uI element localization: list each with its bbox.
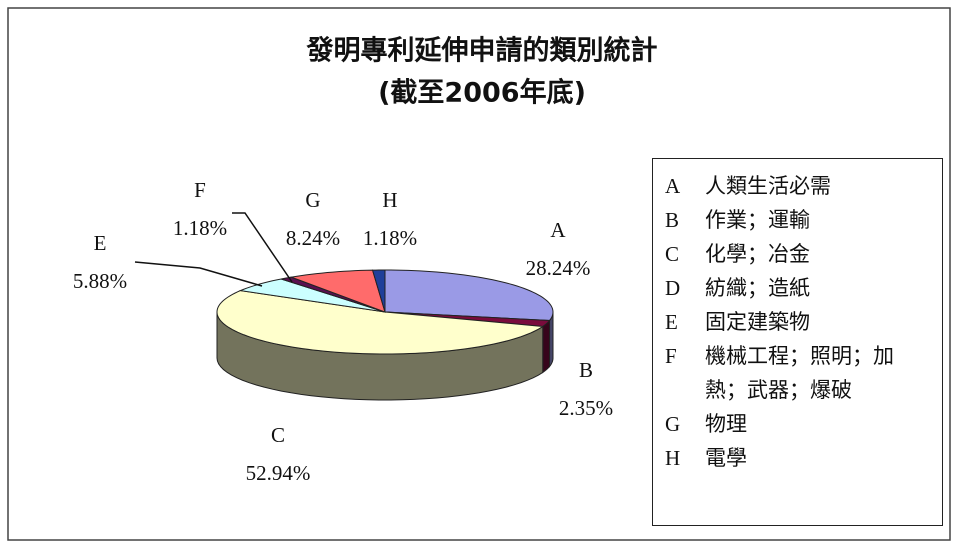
legend-label: 紡織；造紙	[705, 276, 810, 300]
pie-slice	[289, 269, 386, 313]
slice-category-label: C	[271, 423, 285, 447]
legend-label: 作業；運輸	[705, 208, 810, 232]
legend-letter: D	[665, 276, 681, 300]
legend-label: 人類生活必需	[705, 174, 831, 198]
legend-letter: H	[665, 446, 681, 470]
legend-entry: B 作業；運輸	[665, 203, 942, 237]
legend-label: 機械工程；照明；加熱；武器；爆破	[705, 344, 894, 402]
leader-line	[232, 212, 293, 283]
slice-category-label: A	[550, 218, 566, 242]
legend-entry: H 電學	[665, 441, 942, 475]
pie-slice-side	[542, 319, 551, 374]
slice-category-label: F	[194, 178, 206, 202]
legend-entry: D 紡織；造紙	[665, 271, 942, 305]
legend-entry: E 固定建築物	[665, 305, 942, 339]
legend-label: 電學	[705, 446, 747, 470]
legend-label: 物理	[705, 412, 747, 436]
pie	[216, 269, 554, 401]
legend: A 人類生活必需 B 作業；運輸 C 化學；冶金 D 紡織；造紙 E 固定建築物 F 機械工程；照明；…	[652, 158, 943, 526]
slice-value-label: 1.18%	[363, 226, 417, 250]
legend-letter: F	[665, 344, 677, 368]
legend-letter: B	[665, 208, 680, 232]
pie-slice	[216, 290, 545, 355]
pie-slice	[371, 269, 386, 313]
chart-title: 發明專利延伸申請的類別統計	[306, 35, 658, 67]
slice-category-label: H	[382, 188, 397, 212]
legend-entry: F 機械工程；照明；加熱；武器；爆破	[665, 339, 942, 407]
slice-value-label: 1.18%	[173, 216, 227, 240]
pie-slice	[384, 269, 554, 321]
slice-category-label: E	[94, 231, 107, 255]
slice-value-label: 28.24%	[526, 256, 591, 280]
slice-category-label: B	[579, 358, 593, 382]
chart-subtitle: (截至2006年底)	[378, 77, 586, 109]
legend-label: 固定建築物	[705, 310, 810, 334]
legend-entry: C 化學；冶金	[665, 237, 942, 271]
legend-letter: E	[665, 310, 678, 334]
legend-entry: G 物理	[665, 407, 942, 441]
slice-category-label: G	[305, 188, 320, 212]
slice-value-label: 2.35%	[559, 396, 613, 420]
leader-line	[134, 261, 263, 287]
legend-letter: G	[665, 412, 681, 436]
slice-value-label: 5.88%	[73, 269, 127, 293]
legend-letter: A	[665, 174, 681, 198]
slice-value-label: 52.94%	[246, 461, 311, 485]
chart-frame	[7, 7, 951, 541]
slice-value-label: 8.24%	[286, 226, 340, 250]
legend-letter: C	[665, 242, 680, 266]
legend-entry: A 人類生活必需	[665, 169, 942, 203]
legend-label: 化學；冶金	[705, 242, 810, 266]
